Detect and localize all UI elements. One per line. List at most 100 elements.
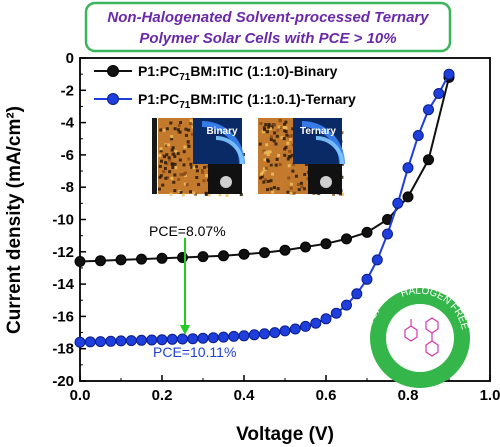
data-point-1-19 xyxy=(269,327,281,339)
texture-speck xyxy=(174,166,178,170)
data-point-1-10 xyxy=(177,333,188,345)
data-point-1-4 xyxy=(115,335,127,347)
y-tick-label: -10 xyxy=(52,212,74,229)
x-tick-label: 0.2 xyxy=(152,387,173,404)
y-tick-label: -16 xyxy=(52,308,74,325)
pce-ternary-label: PCE=10.11% xyxy=(153,344,236,360)
texture-speck xyxy=(172,180,176,184)
data-point-1-26 xyxy=(341,299,352,311)
x-tick-label: 0.8 xyxy=(398,387,419,404)
texture-speck xyxy=(273,123,276,127)
texture-speck xyxy=(291,127,295,131)
texture-speck xyxy=(267,123,271,126)
texture-speck xyxy=(269,187,273,191)
texture-speck xyxy=(262,180,266,184)
texture-speck xyxy=(179,121,182,124)
data-point-1-13 xyxy=(207,332,219,344)
data-point-0-0 xyxy=(74,256,86,267)
texture-speck xyxy=(266,180,270,183)
texture-speck xyxy=(195,165,198,169)
texture-speck xyxy=(266,159,270,163)
data-point-1-22 xyxy=(300,320,311,332)
texture-speck xyxy=(177,178,181,181)
texture-speck xyxy=(284,145,288,149)
data-point-1-28 xyxy=(361,273,373,285)
texture-speck xyxy=(192,191,196,195)
texture-speck xyxy=(275,157,279,161)
texture-speck xyxy=(274,142,278,146)
texture-speck xyxy=(159,174,163,178)
legend-marker-binary xyxy=(107,65,119,77)
data-point-0-2 xyxy=(115,254,127,266)
texture-speck xyxy=(161,183,165,187)
banner-line-1: Non-Halogenated Solvent-processed Ternar… xyxy=(107,9,429,26)
y-tick-label: -4 xyxy=(61,115,75,132)
data-point-0-9 xyxy=(259,247,270,259)
texture-speck xyxy=(260,175,264,179)
texture-speck xyxy=(173,189,177,193)
texture-speck xyxy=(203,165,206,169)
data-point-1-25 xyxy=(330,307,342,319)
texture-speck xyxy=(187,157,191,161)
pce-binary-label: PCE=8.07% xyxy=(149,223,226,239)
data-point-1-21 xyxy=(289,323,301,335)
texture-speck xyxy=(158,175,162,179)
texture-speck xyxy=(179,173,183,177)
texture-speck xyxy=(187,128,191,132)
data-point-1-35 xyxy=(433,88,445,99)
texture-speck xyxy=(172,152,176,156)
y-tick-label: -18 xyxy=(52,341,74,358)
texture-speck xyxy=(159,147,163,151)
texture-speck xyxy=(269,163,273,167)
texture-speck xyxy=(176,128,180,132)
texture-speck xyxy=(266,153,270,156)
data-point-0-14 xyxy=(361,226,373,238)
x-tick-label: 1.0 xyxy=(480,387,500,404)
texture-speck xyxy=(192,166,196,170)
texture-speck xyxy=(163,166,167,170)
texture-speck xyxy=(332,192,336,196)
texture-speck xyxy=(168,158,172,162)
texture-speck xyxy=(165,153,169,157)
texture-speck xyxy=(169,192,173,196)
texture-speck xyxy=(189,190,192,194)
texture-speck xyxy=(284,120,288,124)
texture-speck xyxy=(269,138,273,141)
texture-speck xyxy=(164,176,168,180)
y-tick-label: -8 xyxy=(61,179,74,196)
texture-speck xyxy=(277,125,281,129)
texture-speck xyxy=(294,174,298,178)
data-point-0-1 xyxy=(95,255,106,267)
texture-speck xyxy=(287,155,291,159)
texture-speck xyxy=(263,178,267,182)
texture-speck xyxy=(283,122,286,126)
texture-speck xyxy=(271,172,275,176)
texture-speck xyxy=(194,192,197,196)
x-tick-label: 0.6 xyxy=(316,387,337,404)
texture-speck xyxy=(276,128,280,132)
texture-speck xyxy=(289,192,293,195)
texture-speck xyxy=(283,153,287,157)
texture-speck xyxy=(174,150,178,154)
texture-speck xyxy=(269,179,273,183)
texture-speck xyxy=(170,162,174,166)
texture-speck xyxy=(284,130,288,134)
data-point-1-1 xyxy=(84,336,96,348)
eco-halogen-free-badge: ECO FRIEDLY HALOGEN FREE xyxy=(361,286,470,388)
texture-speck xyxy=(187,144,191,148)
texture-speck xyxy=(280,136,284,140)
data-point-1-31 xyxy=(392,197,404,209)
texture-speck xyxy=(266,188,269,192)
texture-speck xyxy=(340,162,344,166)
texture-speck xyxy=(188,122,192,126)
data-point-1-9 xyxy=(166,333,178,345)
texture-speck xyxy=(170,135,174,139)
texture-speck xyxy=(288,149,292,153)
data-point-0-6 xyxy=(197,251,209,263)
y-tick-label: -2 xyxy=(61,82,74,99)
texture-speck xyxy=(265,130,269,134)
texture-speck xyxy=(218,193,222,197)
texture-speck xyxy=(290,153,294,157)
data-point-1-17 xyxy=(248,329,260,341)
texture-speck xyxy=(285,133,289,137)
